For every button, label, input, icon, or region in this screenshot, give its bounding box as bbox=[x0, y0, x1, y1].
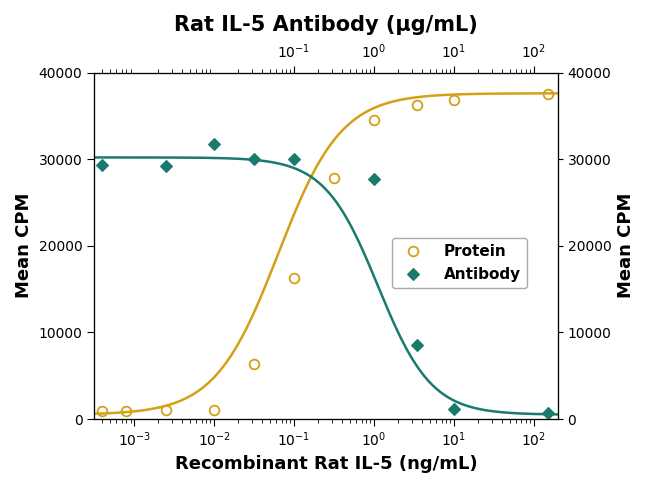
Protein bbox=[370, 117, 378, 123]
Protein bbox=[122, 408, 130, 414]
Antibody bbox=[290, 156, 298, 162]
X-axis label: Recombinant Rat IL-5 (ng/mL): Recombinant Rat IL-5 (ng/mL) bbox=[175, 455, 477, 473]
Antibody bbox=[544, 410, 552, 416]
X-axis label: Rat IL-5 Antibody (μg/mL): Rat IL-5 Antibody (μg/mL) bbox=[174, 15, 478, 35]
Legend: Protein, Antibody: Protein, Antibody bbox=[392, 238, 527, 288]
Y-axis label: Mean CPM: Mean CPM bbox=[617, 193, 635, 299]
Y-axis label: Mean CPM: Mean CPM bbox=[15, 193, 33, 299]
Line: Antibody: Antibody bbox=[98, 140, 552, 417]
Antibody bbox=[162, 163, 170, 169]
Protein bbox=[290, 275, 298, 281]
Protein bbox=[210, 407, 218, 412]
Antibody bbox=[450, 406, 458, 411]
Protein bbox=[544, 91, 552, 97]
Protein bbox=[250, 362, 258, 367]
Protein bbox=[413, 102, 421, 108]
Antibody bbox=[98, 163, 106, 168]
Antibody bbox=[250, 156, 258, 162]
Protein bbox=[162, 407, 170, 413]
Antibody bbox=[210, 142, 218, 147]
Protein bbox=[450, 97, 458, 103]
Protein bbox=[98, 408, 106, 414]
Antibody bbox=[370, 176, 378, 182]
Line: Protein: Protein bbox=[98, 89, 553, 416]
Protein bbox=[330, 175, 338, 181]
Antibody bbox=[413, 342, 421, 347]
